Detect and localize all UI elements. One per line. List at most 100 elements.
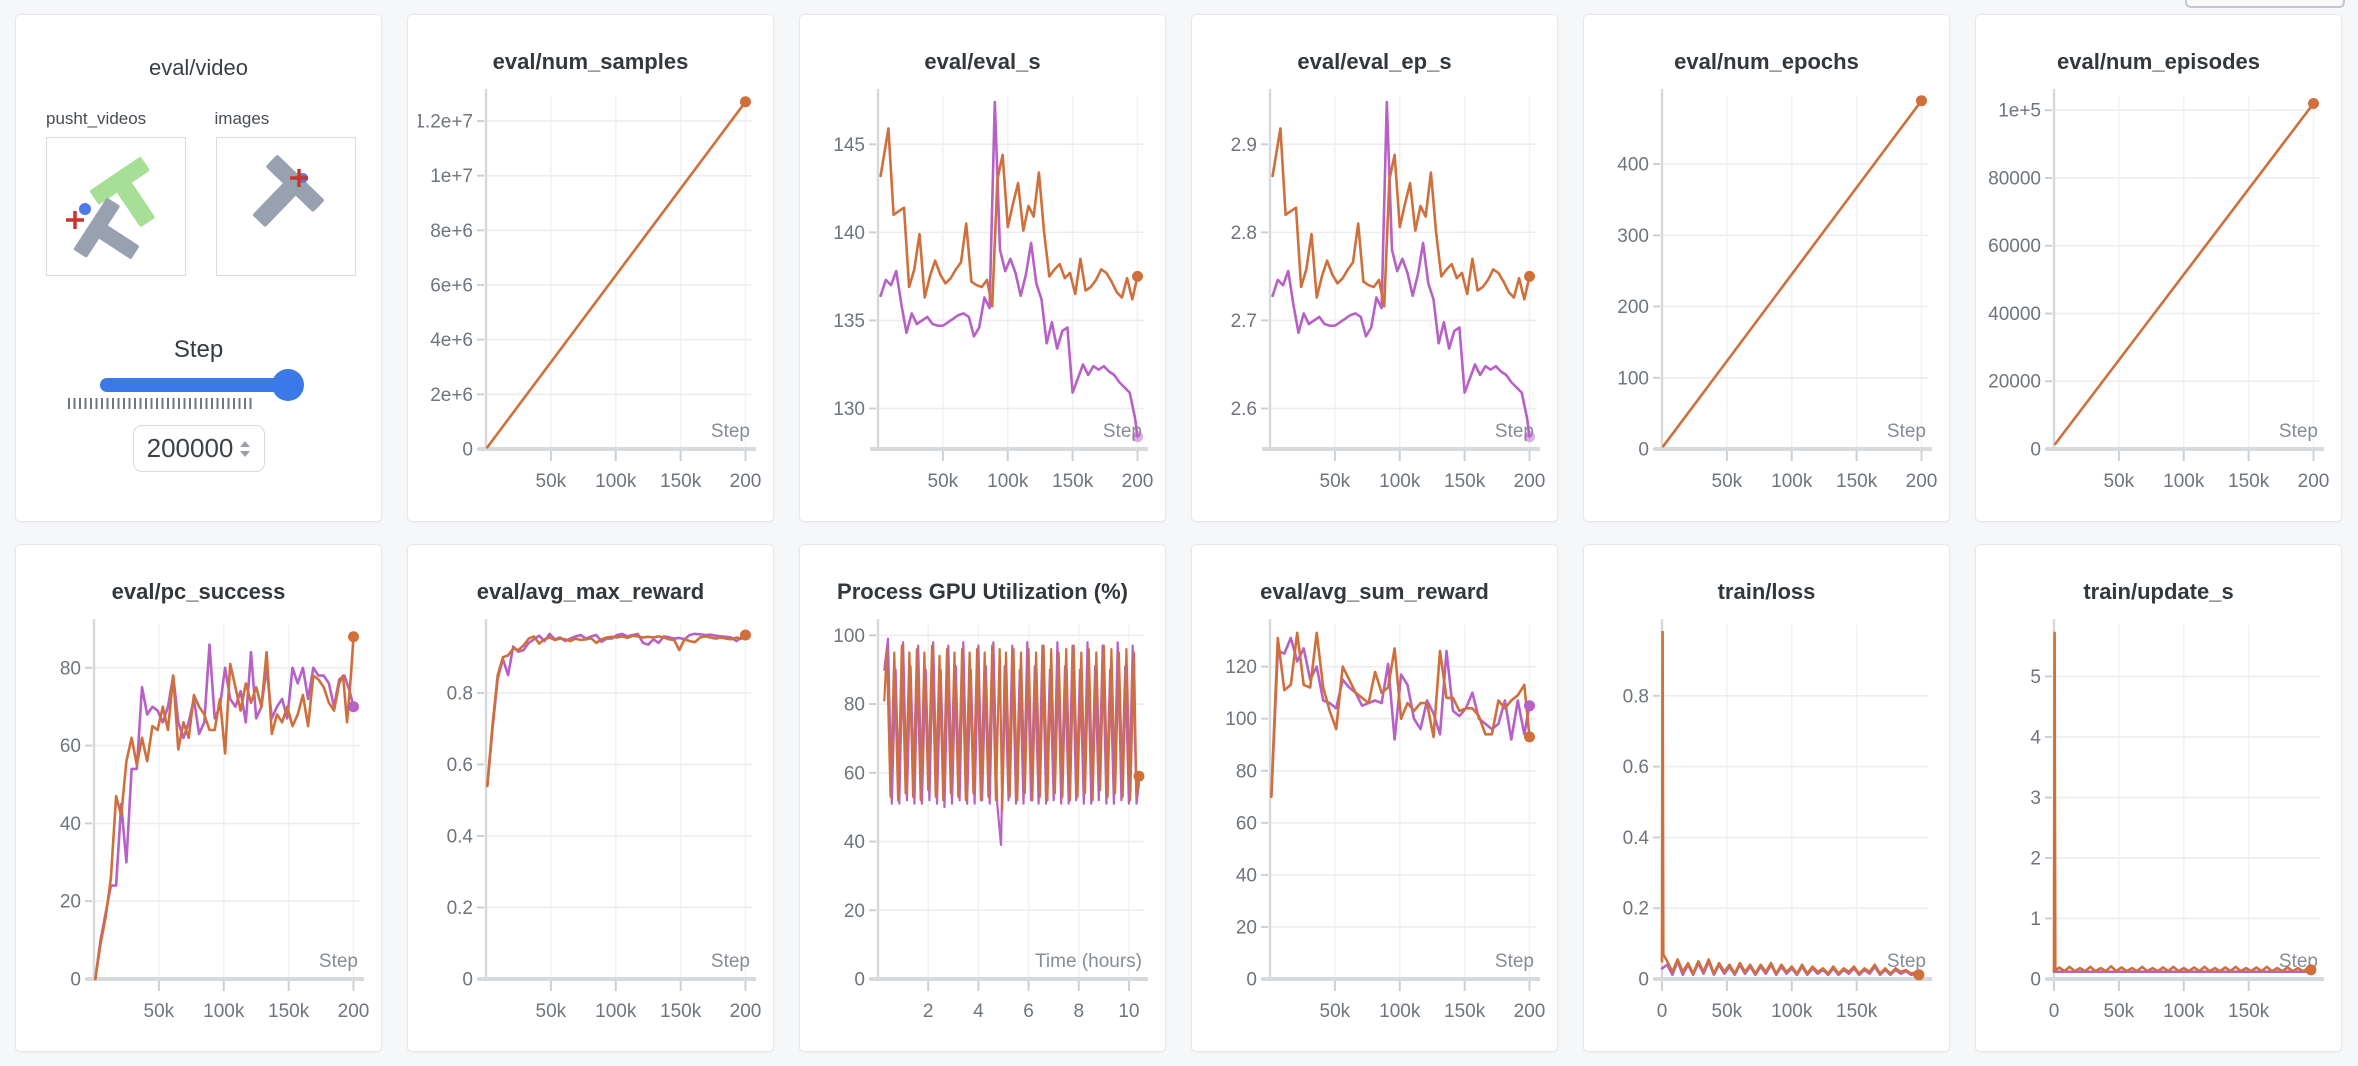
svg-text:150k: 150k: [1836, 471, 1878, 492]
svg-text:20: 20: [844, 901, 865, 922]
chart-title: eval/num_epochs: [1674, 49, 1859, 74]
svg-text:150k: 150k: [1444, 471, 1486, 492]
svg-text:100k: 100k: [987, 471, 1029, 492]
chart-svg-eval/num_episodes[interactable]: 0 20000 40000 60000 80000 1e+5 50k 100k 150k 200 S…: [1986, 81, 2331, 519]
svg-text:150k: 150k: [660, 1001, 702, 1022]
chart-svg-gpu_utilization[interactable]: 0 20 40 60 80 100 2 4 6 8 10 Time (hours): [810, 611, 1155, 1049]
chart-svg-eval/pc_success[interactable]: 0 20 40 60 80 50k 100k 150k 200 Step: [26, 611, 371, 1049]
svg-text:0.4: 0.4: [447, 826, 474, 847]
chart-svg-eval/num_samples[interactable]: 0 2e+6 4e+6 6e+6 8e+6 1e+7 1.2e+7 50k 100k 150k 20…: [418, 81, 763, 519]
chart-canvas[interactable]: 0 20 40 60 80 100 2 4 6 8 10 Time (hours): [810, 611, 1155, 1049]
chart-canvas[interactable]: 0 20 40 60 80 100 120 50k 100k 150k 200 Step: [1202, 611, 1547, 1049]
svg-text:0: 0: [854, 970, 865, 991]
chart-canvas[interactable]: 0 1 2 3 4 5 0 50k 100k 150k Step: [1986, 611, 2331, 1049]
step-spinner: [240, 440, 251, 457]
svg-text:200: 200: [338, 1001, 370, 1022]
svg-text:Step: Step: [2279, 421, 2318, 442]
svg-text:100k: 100k: [1379, 471, 1421, 492]
svg-text:0.6: 0.6: [447, 755, 473, 776]
chart-canvas[interactable]: 2.6 2.7 2.8 2.9 50k 100k 150k 200 Step: [1202, 81, 1547, 519]
spinner-up-icon[interactable]: [240, 440, 251, 447]
svg-text:80: 80: [844, 695, 865, 716]
svg-text:100k: 100k: [1771, 1001, 1813, 1022]
video-panel-title: eval/video: [148, 55, 249, 80]
svg-text:0.6: 0.6: [1623, 757, 1649, 778]
svg-text:60000: 60000: [1988, 236, 2041, 257]
chart-canvas[interactable]: 0 100 200 300 400 50k 100k 150k 200 Step: [1594, 81, 1939, 519]
svg-text:4e+6: 4e+6: [430, 330, 473, 351]
panel-train-loss: train/loss 0 0.2 0.4 0.6 0.8 0 50k 100k 150k Step: [1583, 544, 1950, 1052]
video-thumbnail-images[interactable]: [216, 137, 356, 276]
svg-text:200: 200: [730, 1001, 762, 1022]
svg-text:50k: 50k: [1320, 471, 1351, 492]
chart-canvas[interactable]: 130 135 140 145 50k 100k 150k 200 Step: [810, 81, 1155, 519]
svg-text:20: 20: [60, 892, 81, 913]
panel-eval-num-episodes: eval/num_episodes 0 20000 40000 60000 80000 1…: [1975, 14, 2342, 522]
svg-text:100: 100: [833, 626, 865, 647]
svg-text:1e+5: 1e+5: [1998, 101, 2041, 122]
chart-title: eval/avg_max_reward: [476, 579, 705, 604]
step-slider[interactable]: [99, 369, 304, 401]
svg-text:2: 2: [923, 1001, 934, 1022]
svg-text:40: 40: [844, 832, 865, 853]
svg-text:150k: 150k: [268, 1001, 310, 1022]
svg-text:60: 60: [844, 763, 865, 784]
chart-canvas[interactable]: 0 20000 40000 60000 80000 1e+5 50k 100k 150k 200 S…: [1986, 81, 2331, 519]
video-thumbnail-pusht-videos[interactable]: [46, 137, 186, 276]
spinner-down-icon[interactable]: [240, 450, 251, 457]
chart-canvas[interactable]: 0 0.2 0.4 0.6 0.8 50k 100k 150k 200 Step: [418, 611, 763, 1049]
chart-canvas[interactable]: 0 20 40 60 80 50k 100k 150k 200 Step: [26, 611, 371, 1049]
step-slider-track[interactable]: [99, 378, 298, 392]
svg-text:Step: Step: [1887, 421, 1926, 442]
panel-eval-num-samples: eval/num_samples 0 2e+6 4e+6 6e+6 8e+6 1e+7 1.…: [407, 14, 774, 522]
panel-eval-pc-success: eval/pc_success 0 20 40 60 80 50k 100k 150k 200 S…: [15, 544, 382, 1052]
svg-text:100k: 100k: [595, 471, 637, 492]
video-label-pusht-videos: pusht_videos: [46, 109, 147, 128]
panel-eval-eval-s: eval/eval_s 130 135 140 145 50k 100k 150k 200 St…: [799, 14, 1166, 522]
svg-text:2.7: 2.7: [1231, 311, 1257, 332]
svg-text:8: 8: [1073, 1001, 1084, 1022]
svg-text:300: 300: [1617, 226, 1649, 247]
svg-text:50k: 50k: [1320, 1001, 1351, 1022]
chart-title: train/update_s: [2083, 579, 2234, 604]
svg-text:4: 4: [973, 1001, 984, 1022]
svg-text:150k: 150k: [1052, 471, 1094, 492]
step-value[interactable]: 200000: [146, 433, 234, 463]
svg-text:4: 4: [2030, 727, 2041, 748]
svg-text:0: 0: [1246, 970, 1257, 991]
svg-text:100k: 100k: [203, 1001, 245, 1022]
svg-text:50k: 50k: [1712, 471, 1743, 492]
svg-text:Step: Step: [1495, 951, 1534, 972]
chart-svg-eval/avg_max_reward[interactable]: 0 0.2 0.4 0.6 0.8 50k 100k 150k 200 Step: [418, 611, 763, 1049]
chart-svg-train/loss[interactable]: 0 0.2 0.4 0.6 0.8 0 50k 100k 150k Step: [1594, 611, 1939, 1049]
step-slider-thumb[interactable]: [271, 369, 304, 401]
svg-text:0: 0: [1638, 440, 1649, 461]
svg-text:50k: 50k: [928, 471, 959, 492]
svg-text:100: 100: [1225, 709, 1257, 730]
svg-text:200: 200: [730, 471, 762, 492]
chart-svg-eval/avg_sum_reward[interactable]: 0 20 40 60 80 100 120 50k 100k 150k 200 Step: [1202, 611, 1547, 1049]
chart-canvas[interactable]: 0 2e+6 4e+6 6e+6 8e+6 1e+7 1.2e+7 50k 100k 150k 20…: [418, 81, 763, 519]
chart-svg-eval/num_epochs[interactable]: 0 100 200 300 400 50k 100k 150k 200 Step: [1594, 81, 1939, 519]
svg-text:20: 20: [1236, 917, 1257, 938]
svg-text:Step: Step: [711, 421, 750, 442]
panel-train-update-s: train/update_s 0 1 2 3 4 5 0 50k 100k 150k Step: [1975, 544, 2342, 1052]
chart-canvas[interactable]: 0 0.2 0.4 0.6 0.8 0 50k 100k 150k Step: [1594, 611, 1939, 1049]
scrollbar-remnant[interactable]: [2185, 0, 2345, 8]
svg-text:0: 0: [1638, 970, 1649, 991]
svg-text:1: 1: [2030, 909, 2041, 930]
svg-text:3: 3: [2030, 788, 2041, 809]
svg-text:0.2: 0.2: [447, 898, 473, 919]
panel-eval-num-epochs: eval/num_epochs 0 100 200 300 400 50k 100k 150k…: [1583, 14, 1950, 522]
svg-text:0: 0: [462, 970, 473, 991]
svg-text:0: 0: [2030, 440, 2041, 461]
svg-text:1.2e+7: 1.2e+7: [418, 111, 473, 132]
step-value-input[interactable]: 200000: [132, 425, 265, 472]
step-slider-ruler: [68, 398, 252, 409]
svg-text:100k: 100k: [595, 1001, 637, 1022]
video-thumb-labels: pusht_videos images: [46, 109, 353, 129]
svg-text:120: 120: [1225, 657, 1257, 678]
